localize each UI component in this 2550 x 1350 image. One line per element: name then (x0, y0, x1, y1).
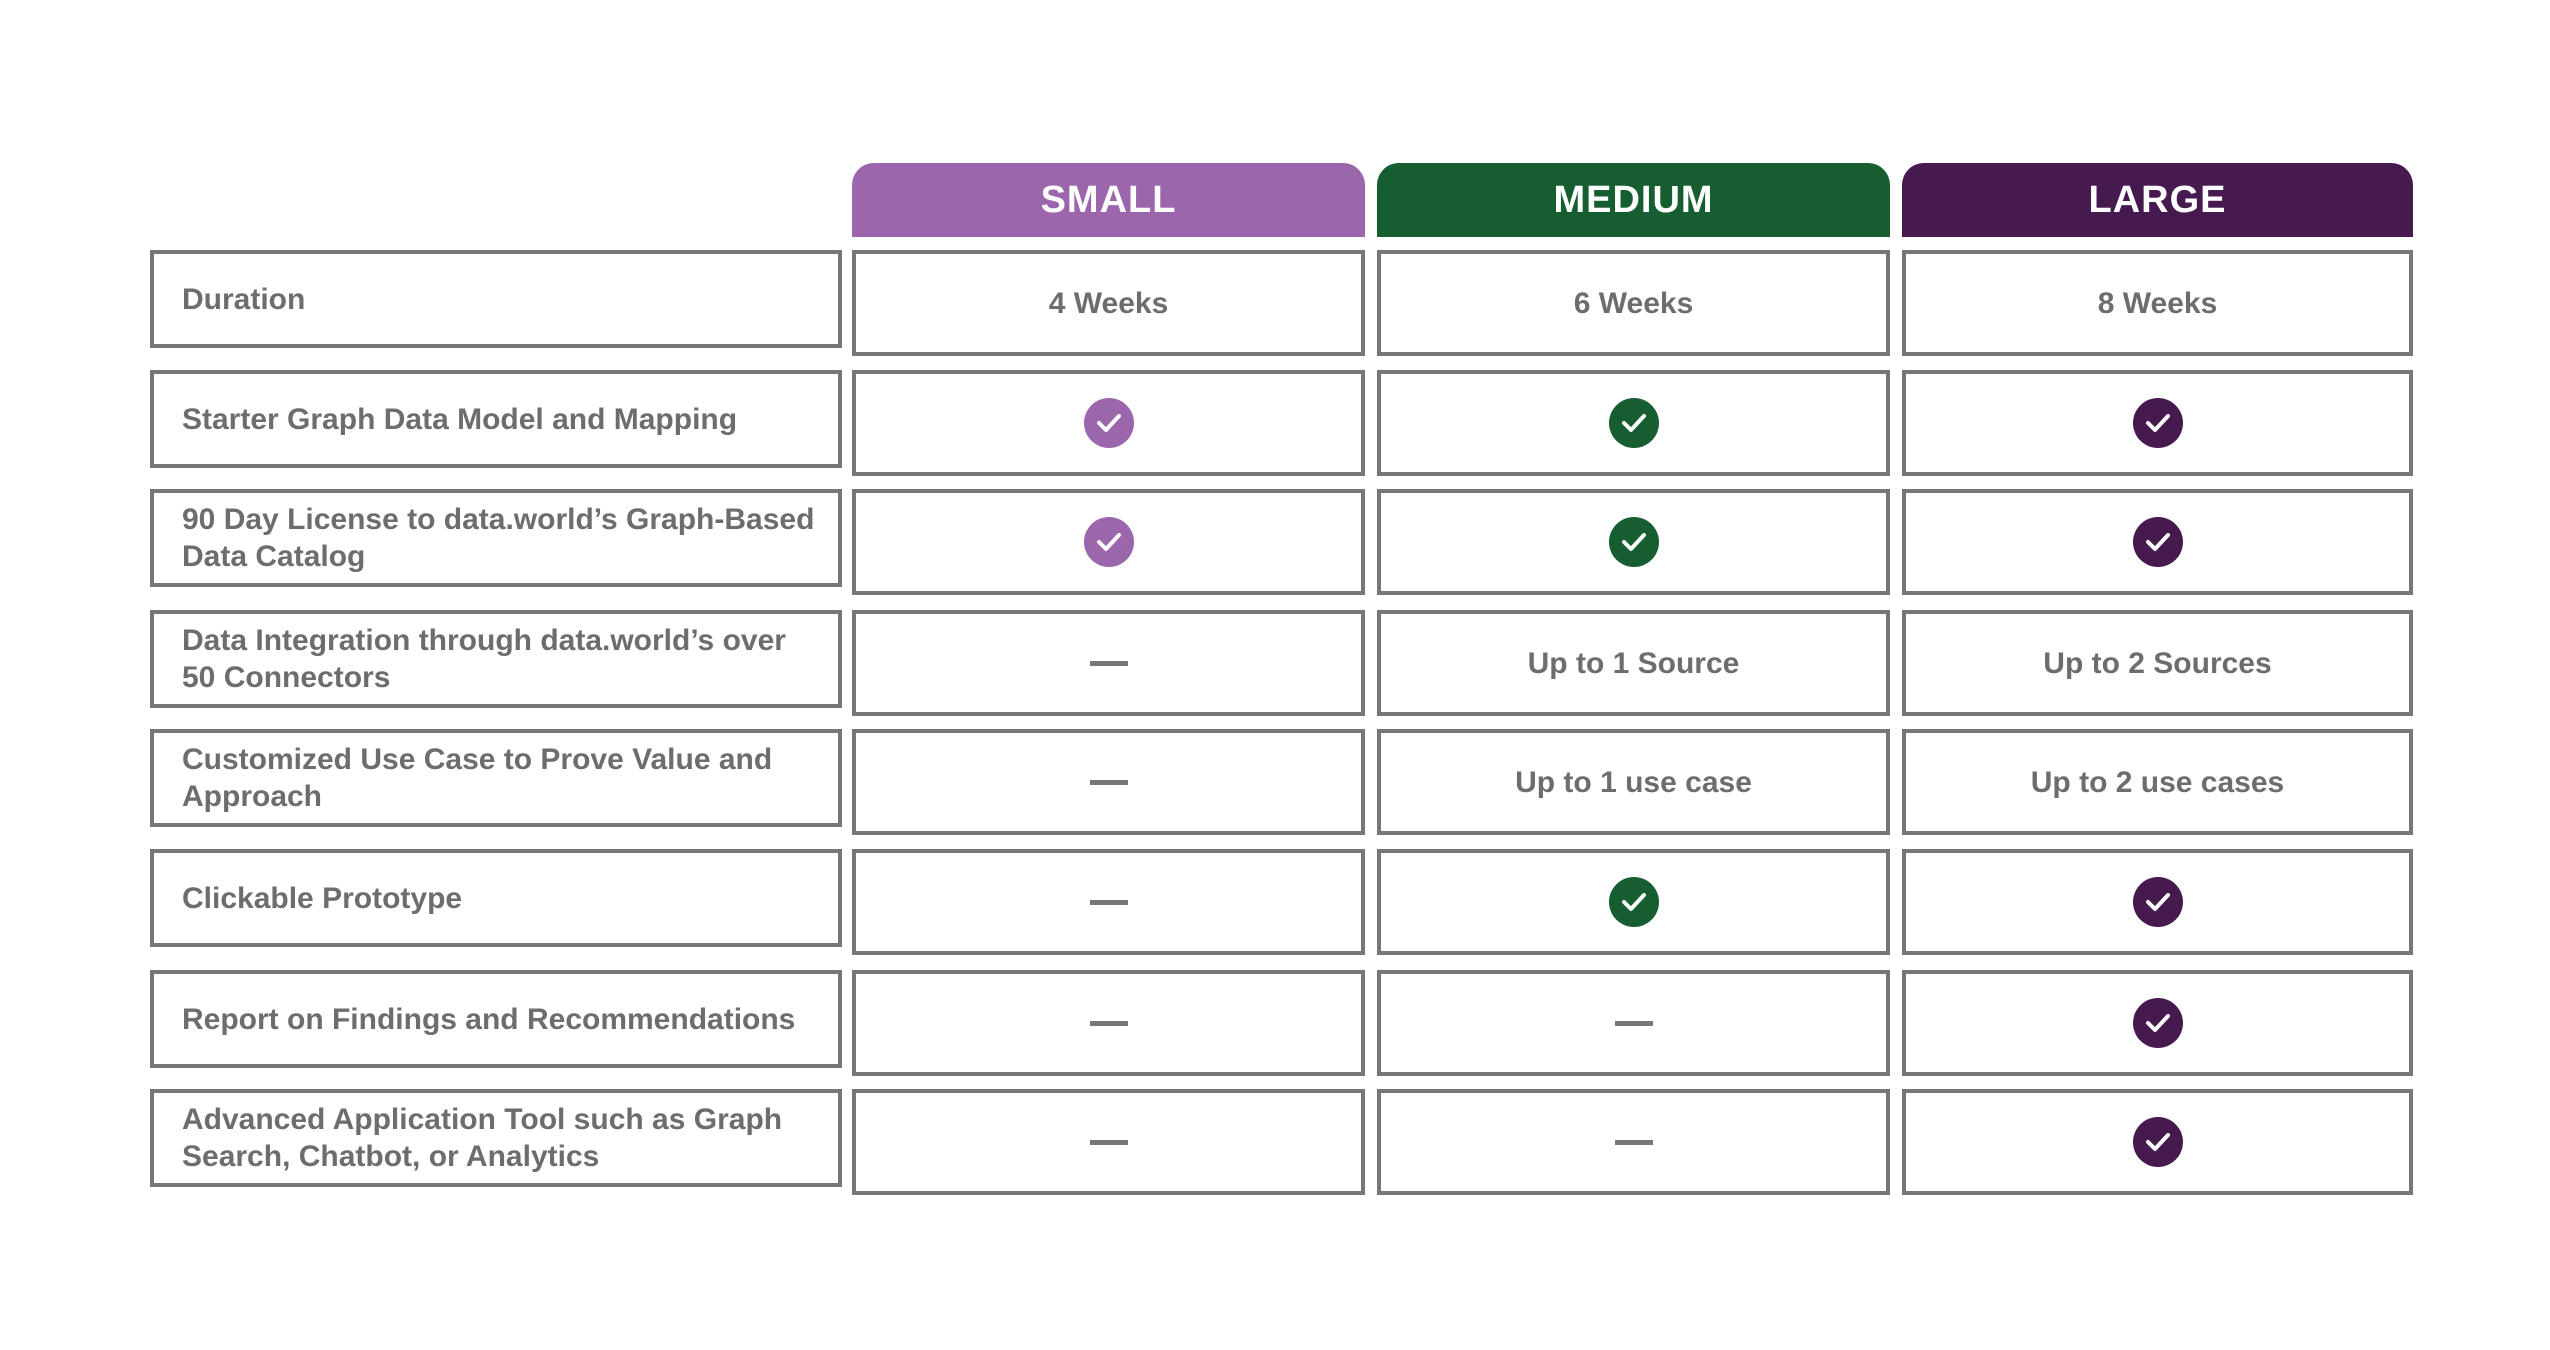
check-icon (1608, 398, 1659, 448)
row-label: Clickable Prototype (150, 849, 842, 947)
cell-medium (1377, 849, 1890, 955)
check-icon (2132, 517, 2183, 567)
row-label: Report on Findings and Recommendations (150, 970, 842, 1068)
cell-large (1902, 370, 2413, 476)
dash-icon (1089, 1139, 1128, 1145)
cell-small: 4 Weeks (852, 250, 1365, 356)
cell-small (852, 970, 1365, 1076)
check-icon (2132, 398, 2183, 448)
row-label: Duration (150, 250, 842, 348)
row-label: Starter Graph Data Model and Mapping (150, 370, 842, 468)
cell-large (1902, 849, 2413, 955)
cell-small (852, 729, 1365, 835)
row-label: 90 Day License to data.world’s Graph-Bas… (150, 489, 842, 587)
dash-icon (1089, 660, 1128, 666)
check-icon (1608, 877, 1659, 927)
cell-medium: Up to 1 Source (1377, 610, 1890, 716)
cell-small (852, 610, 1365, 716)
cell-small (852, 1089, 1365, 1195)
cell-large (1902, 489, 2413, 595)
check-icon (1083, 398, 1134, 448)
cell-value: Up to 2 Sources (2043, 646, 2272, 680)
column-header-medium: MEDIUM (1377, 163, 1890, 237)
row-label: Customized Use Case to Prove Value and A… (150, 729, 842, 827)
cell-large: Up to 2 use cases (1902, 729, 2413, 835)
cell-medium (1377, 1089, 1890, 1195)
cell-small (852, 849, 1365, 955)
cell-value: Up to 2 use cases (2030, 765, 2285, 799)
row-label: Data Integration through data.world’s ov… (150, 610, 842, 708)
cell-medium (1377, 970, 1890, 1076)
dash-icon (1089, 899, 1128, 905)
cell-value: 6 Weeks (1573, 286, 1694, 320)
cell-large (1902, 970, 2413, 1076)
cell-large (1902, 1089, 2413, 1195)
check-icon (1608, 517, 1659, 567)
cell-large: Up to 2 Sources (1902, 610, 2413, 716)
cell-value: 4 Weeks (1048, 286, 1169, 320)
check-icon (2132, 1117, 2183, 1167)
cell-medium: 6 Weeks (1377, 250, 1890, 356)
cell-value: 8 Weeks (2097, 286, 2218, 320)
cell-medium: Up to 1 use case (1377, 729, 1890, 835)
column-header-large: LARGE (1902, 163, 2413, 237)
check-icon (1083, 517, 1134, 567)
dash-icon (1614, 1020, 1653, 1026)
dash-icon (1089, 779, 1128, 785)
cell-large: 8 Weeks (1902, 250, 2413, 356)
dash-icon (1614, 1139, 1653, 1145)
cell-medium (1377, 370, 1890, 476)
cell-value: Up to 1 use case (1515, 765, 1752, 799)
row-label: Advanced Application Tool such as Graph … (150, 1089, 842, 1187)
check-icon (2132, 877, 2183, 927)
cell-small (852, 489, 1365, 595)
check-icon (2132, 998, 2183, 1048)
column-header-small: SMALL (852, 163, 1365, 237)
cell-small (852, 370, 1365, 476)
cell-value: Up to 1 Source (1527, 646, 1740, 680)
dash-icon (1089, 1020, 1128, 1026)
cell-medium (1377, 489, 1890, 595)
